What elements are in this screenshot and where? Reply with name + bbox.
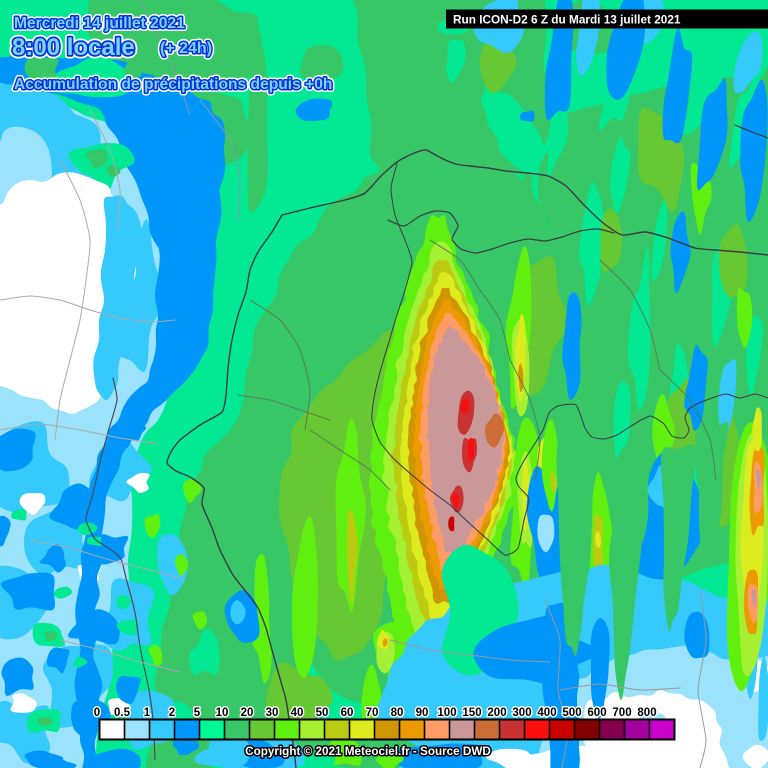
svg-text:40: 40 (291, 707, 304, 719)
svg-text:40: 40 (291, 707, 304, 719)
svg-text:50: 50 (316, 707, 329, 719)
svg-text:(+ 24h): (+ 24h) (160, 40, 212, 57)
svg-text:500: 500 (562, 707, 581, 719)
svg-text:400: 400 (537, 707, 556, 719)
svg-text:300: 300 (512, 707, 531, 719)
svg-text:8:00 locale: 8:00 locale (12, 34, 135, 61)
svg-text:8:00 locale: 8:00 locale (12, 34, 135, 61)
svg-text:800: 800 (637, 707, 656, 719)
svg-text:0: 0 (94, 707, 100, 719)
svg-text:80: 80 (391, 707, 404, 719)
svg-text:Accumulation de précipitations: Accumulation de précipitations depuis +0… (14, 76, 332, 93)
svg-text:10: 10 (216, 707, 229, 719)
svg-text:700: 700 (612, 707, 631, 719)
svg-text:150: 150 (462, 707, 481, 719)
svg-text:0: 0 (94, 707, 100, 719)
svg-text:20: 20 (241, 707, 254, 719)
svg-text:60: 60 (341, 707, 354, 719)
svg-text:Mercredi 14 juillet 2021: Mercredi 14 juillet 2021 (14, 15, 185, 32)
svg-text:0.5: 0.5 (114, 707, 131, 719)
svg-text:700: 700 (612, 707, 631, 719)
svg-text:1: 1 (144, 707, 151, 719)
svg-text:Run ICON-D2 6 Z du Mardi 13 ju: Run ICON-D2 6 Z du Mardi 13 juillet 2021 (453, 13, 681, 27)
svg-text:2: 2 (169, 707, 175, 719)
svg-text:500: 500 (562, 707, 581, 719)
svg-text:90: 90 (416, 707, 429, 719)
svg-text:Accumulation de précipitations: Accumulation de précipitations depuis +0… (14, 76, 332, 93)
svg-text:30: 30 (266, 707, 279, 719)
svg-text:10: 10 (216, 707, 229, 719)
svg-text:50: 50 (316, 707, 329, 719)
svg-text:60: 60 (341, 707, 354, 719)
svg-text:200: 200 (487, 707, 506, 719)
svg-text:5: 5 (194, 707, 201, 719)
svg-text:600: 600 (587, 707, 606, 719)
svg-text:100: 100 (437, 707, 456, 719)
svg-text:20: 20 (241, 707, 254, 719)
svg-text:Copyright © 2021 Meteociel.fr: Copyright © 2021 Meteociel.fr - Source D… (245, 745, 491, 758)
svg-text:Copyright © 2021 Meteociel.fr: Copyright © 2021 Meteociel.fr - Source D… (245, 745, 491, 758)
svg-text:70: 70 (366, 707, 379, 719)
svg-text:80: 80 (391, 707, 404, 719)
svg-text:0.5: 0.5 (114, 707, 131, 719)
svg-text:5: 5 (194, 707, 201, 719)
svg-text:600: 600 (587, 707, 606, 719)
svg-text:300: 300 (512, 707, 531, 719)
svg-text:1: 1 (144, 707, 151, 719)
svg-text:2: 2 (169, 707, 175, 719)
svg-text:90: 90 (416, 707, 429, 719)
svg-text:400: 400 (537, 707, 556, 719)
svg-text:200: 200 (487, 707, 506, 719)
svg-text:Mercredi 14 juillet 2021: Mercredi 14 juillet 2021 (14, 15, 185, 32)
svg-text:150: 150 (462, 707, 481, 719)
svg-text:800: 800 (637, 707, 656, 719)
svg-text:(+ 24h): (+ 24h) (160, 40, 212, 57)
svg-text:70: 70 (366, 707, 379, 719)
svg-text:30: 30 (266, 707, 279, 719)
svg-text:100: 100 (437, 707, 456, 719)
